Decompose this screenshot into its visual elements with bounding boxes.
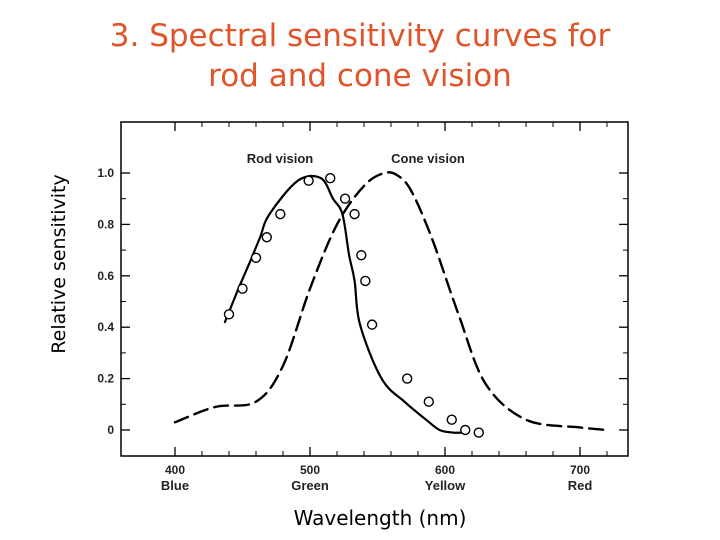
rod-data-point bbox=[349, 208, 360, 220]
slide-title: 3. Spectral sensitivity curves for rod a… bbox=[0, 16, 720, 96]
legend-label-cone: Cone vision bbox=[391, 151, 465, 166]
x-tick-label: 400 bbox=[165, 463, 185, 477]
y-axis-label: Relative sensitivity bbox=[48, 174, 70, 354]
x-axis-label: Wavelength (nm) bbox=[293, 506, 467, 530]
rod-data-point bbox=[250, 252, 262, 264]
y-tick-label: 1.0 bbox=[97, 166, 114, 180]
y-tick-label: 0.6 bbox=[97, 269, 114, 283]
rod-data-point bbox=[402, 373, 413, 384]
rod-data-point bbox=[473, 427, 484, 438]
rod-data-point bbox=[325, 172, 336, 184]
y-tick-label: 0.8 bbox=[97, 217, 114, 231]
plot-frame bbox=[120, 121, 629, 457]
slide-title-line-1: 3. Spectral sensitivity curves for bbox=[109, 18, 611, 54]
series-layer bbox=[173, 171, 609, 438]
rod-data-point bbox=[460, 424, 471, 436]
x-tick-label: 600 bbox=[435, 463, 455, 477]
x-tick-color-label: Yellow bbox=[425, 478, 466, 493]
rod-data-point bbox=[366, 319, 378, 330]
rod-data-point bbox=[303, 175, 314, 186]
rod-vision-curve bbox=[223, 174, 464, 434]
rod-data-point bbox=[446, 414, 457, 425]
rod-data-point bbox=[223, 309, 235, 320]
rod-data-point bbox=[360, 275, 371, 287]
rod-data-point bbox=[237, 283, 248, 294]
y-tick-label: 0 bbox=[107, 423, 114, 437]
x-tick-color-label: Red bbox=[568, 478, 593, 493]
y-tick-label: 0.4 bbox=[97, 320, 114, 334]
slide-title-line-2: rod and cone vision bbox=[208, 58, 512, 94]
x-tick-color-label: Blue bbox=[161, 478, 189, 493]
legend-label-rod: Rod vision bbox=[247, 151, 314, 166]
x-tick-label: 700 bbox=[570, 463, 590, 477]
x-tick-label: 500 bbox=[300, 463, 320, 477]
x-tick-color-label: Green bbox=[291, 478, 329, 493]
rod-data-point bbox=[275, 208, 286, 220]
y-tick-label: 0.2 bbox=[97, 372, 114, 386]
rod-data-point bbox=[339, 193, 351, 204]
rod-data-point bbox=[356, 250, 367, 261]
rod-data-point bbox=[261, 232, 272, 243]
cone-vision-curve bbox=[173, 171, 609, 432]
rod-data-point bbox=[423, 396, 434, 407]
